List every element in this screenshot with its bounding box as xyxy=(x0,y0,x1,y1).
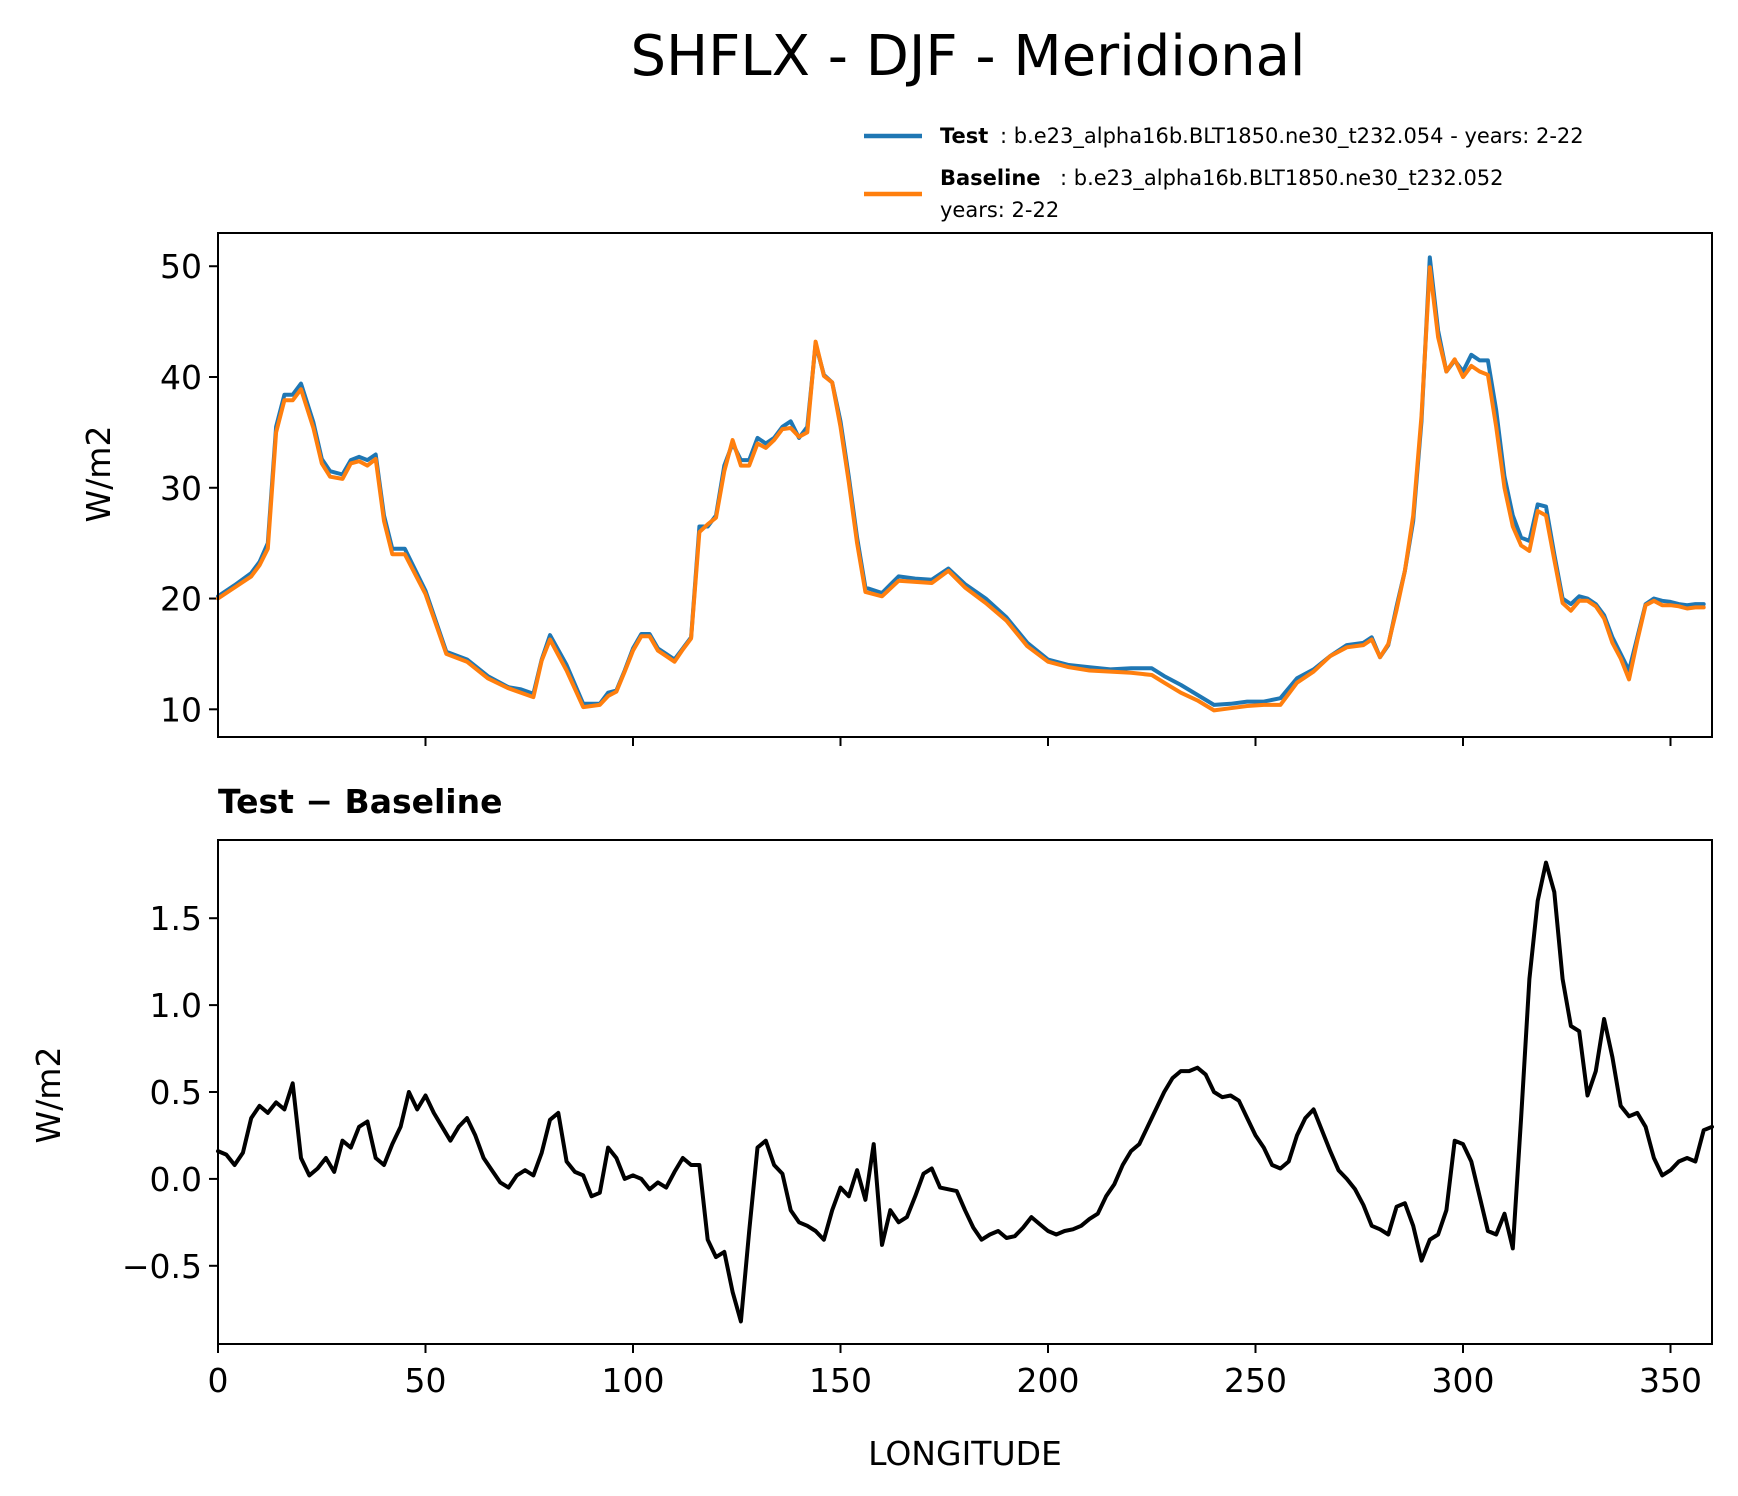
top-ytick-label: 30 xyxy=(160,469,202,508)
top-ytick-label: 40 xyxy=(160,358,202,397)
top-ylabel: W/m2 xyxy=(79,426,118,523)
bottom-lines xyxy=(216,860,1714,1324)
legend-baseline-text: : b.e23_alpha16b.BLT1850.ne30_t232.052 xyxy=(1060,166,1504,191)
bottom-xtick-label: 50 xyxy=(405,1361,447,1400)
bottom-xlabel: LONGITUDE xyxy=(868,1434,1062,1473)
legend-test-label: Test xyxy=(940,124,988,148)
top-series-line-baseline xyxy=(216,265,1706,713)
legend-baseline-text-line2: years: 2-22 xyxy=(940,198,1059,222)
figure-title: SHFLX - DJF - Meridional xyxy=(631,24,1306,89)
top-ticks: 10 20 30 40 50 xyxy=(160,247,1672,746)
bottom-panel-title: Test − Baseline xyxy=(218,782,503,821)
top-lines xyxy=(216,255,1706,713)
bottom-xtick-label: 300 xyxy=(1432,1361,1495,1400)
top-ytick-label: 10 xyxy=(160,690,202,729)
bottom-ytick-label: 0.5 xyxy=(150,1073,202,1112)
bottom-panel: Test − Baseline W/m2 −0.5 0.0 0.5 1.0 1.5 0 50… xyxy=(29,782,1714,1473)
bottom-ytick-label: −0.5 xyxy=(122,1247,202,1286)
bottom-xtick-label: 350 xyxy=(1639,1361,1702,1400)
top-ytick-label: 50 xyxy=(160,247,202,286)
top-axes-frame xyxy=(217,232,1713,738)
top-panel: W/m2 10 20 30 40 50 xyxy=(79,232,1713,746)
legend-test-text: : b.e23_alpha16b.BLT1850.ne30_t232.054 -… xyxy=(1000,124,1584,149)
legend: Test : b.e23_alpha16b.BLT1850.ne30_t232.… xyxy=(864,124,1584,222)
bottom-xtick-label: 200 xyxy=(1017,1361,1080,1400)
bottom-axes-frame xyxy=(217,839,1713,1345)
top-ytick-label: 20 xyxy=(160,580,202,619)
legend-baseline-label: Baseline xyxy=(940,166,1041,190)
bottom-xtick-label: 250 xyxy=(1224,1361,1287,1400)
bottom-ytick-label: 0.0 xyxy=(150,1160,202,1199)
bottom-series-line-test-baseline xyxy=(216,860,1714,1324)
bottom-ytick-label: 1.0 xyxy=(150,986,202,1025)
bottom-ylabel: W/m2 xyxy=(29,1047,68,1144)
bottom-ticks: −0.5 0.0 0.5 1.0 1.5 0 50 100 150 200 250 300 350 xyxy=(122,899,1702,1400)
bottom-xtick-label: 100 xyxy=(602,1361,665,1400)
top-series-line-test xyxy=(216,255,1706,707)
bottom-xtick-label: 150 xyxy=(809,1361,872,1400)
bottom-xtick-label: 0 xyxy=(208,1361,229,1400)
bottom-ytick-label: 1.5 xyxy=(150,899,202,938)
